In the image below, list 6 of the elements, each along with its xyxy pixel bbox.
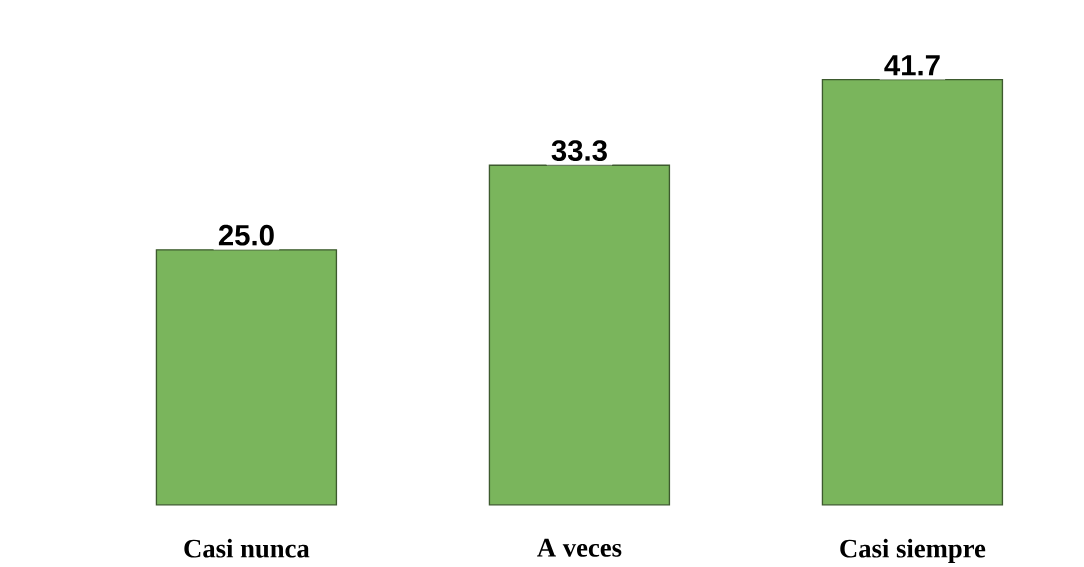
- data-label: 25.0: [218, 224, 274, 246]
- x-tick-label: Casi siempre: [840, 538, 986, 564]
- data-label: 33.3: [551, 140, 607, 161]
- x-tick-label: A veces: [537, 538, 622, 557]
- x-tick-label: Casi nunca: [184, 538, 310, 558]
- data-label: 41.7: [884, 55, 940, 76]
